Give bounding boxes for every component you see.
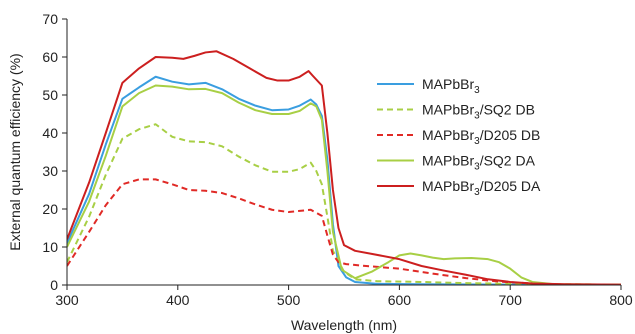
legend-label-base: MAPbBr — [422, 76, 474, 92]
x-tick-label: 300 — [55, 292, 79, 308]
series-line-5 — [67, 50, 621, 285]
y-tick-label: 60 — [42, 49, 58, 65]
legend-label-base: MAPbBr — [422, 178, 474, 194]
plot-area — [67, 50, 621, 285]
legend-label-suffix: /SQ2 DB — [480, 102, 535, 118]
series-line-4 — [67, 84, 621, 285]
x-tick-label: 400 — [166, 292, 190, 308]
series-line-3 — [67, 178, 621, 285]
y-tick-label: 10 — [42, 239, 58, 255]
series-line-1 — [67, 75, 621, 285]
legend-label-subscript: 3 — [474, 111, 480, 122]
legend-label-suffix: /D205 DB — [480, 127, 541, 143]
x-tick-label: 800 — [609, 292, 633, 308]
axes: 300 400 500 600 700 800 0 10 20 30 40 50 60 70 — [42, 11, 632, 308]
series-line-2 — [67, 123, 621, 285]
legend-label-2: MAPbBr3/SQ2 DB — [422, 102, 535, 122]
y-axis-title: External quantum efficiency (%) — [7, 53, 23, 250]
y-tick-label: 0 — [50, 277, 58, 293]
legend-label-5: MAPbBr3/D205 DA — [422, 178, 541, 198]
legend-label-1: MAPbBr3 — [422, 76, 480, 96]
legend-label-subscript: 3 — [474, 136, 480, 147]
legend-label-subscript: 3 — [474, 85, 480, 96]
legend-label-4: MAPbBr3/SQ2 DA — [422, 153, 536, 173]
x-tick-label: 500 — [277, 292, 301, 308]
legend-label-base: MAPbBr — [422, 127, 474, 143]
y-tick-label: 50 — [42, 87, 58, 103]
x-axis-title: Wavelength (nm) — [291, 317, 397, 333]
x-tick-label: 700 — [499, 292, 523, 308]
y-tick-label: 30 — [42, 163, 58, 179]
legend-label-suffix: /D205 DA — [480, 178, 541, 194]
y-tick-label: 70 — [42, 11, 58, 27]
legend-label-base: MAPbBr — [422, 153, 474, 169]
x-tick-label: 600 — [388, 292, 412, 308]
y-tick-label: 20 — [42, 201, 58, 217]
legend-label-subscript: 3 — [474, 162, 480, 173]
y-tick-label: 40 — [42, 125, 58, 141]
legend-label-3: MAPbBr3/D205 DB — [422, 127, 540, 147]
legend-label-base: MAPbBr — [422, 102, 474, 118]
legend-label-subscript: 3 — [474, 187, 480, 198]
legend-label-suffix: /SQ2 DA — [480, 153, 536, 169]
